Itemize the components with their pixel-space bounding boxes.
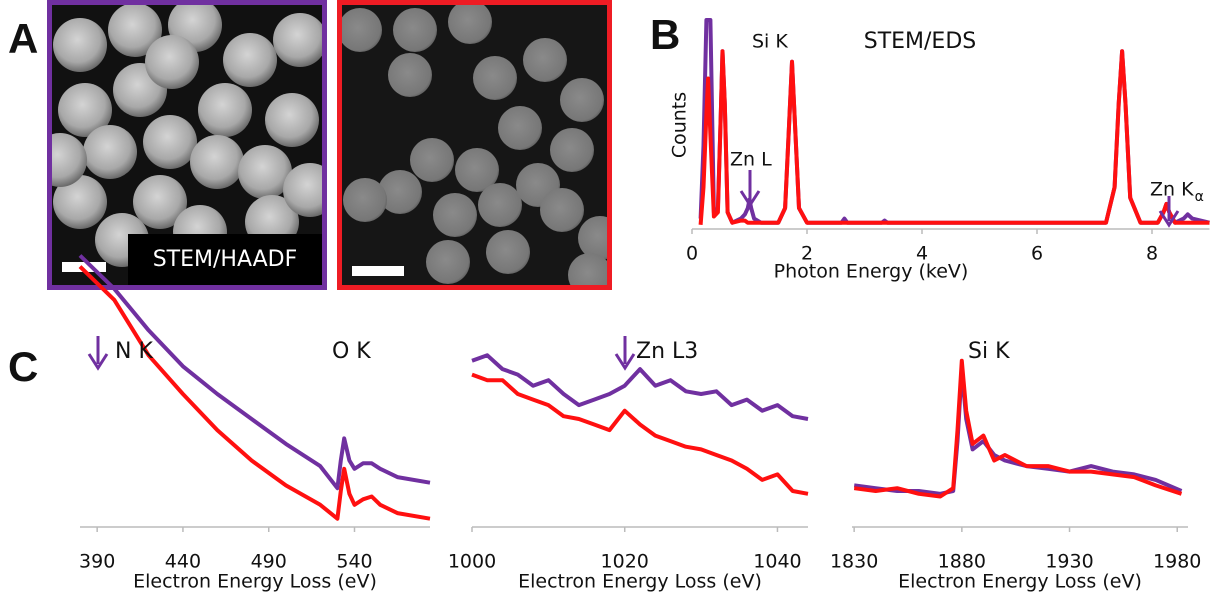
particle [145, 35, 199, 89]
particle [378, 170, 422, 214]
x-axis-label: Electron Energy Loss (eV) [898, 571, 1142, 593]
particle [433, 193, 477, 237]
annotation-subscript: α [1195, 189, 1204, 205]
spectrum [78, 265, 431, 521]
scale-bar [62, 262, 106, 272]
arrow-head [1158, 210, 1180, 228]
x-tick-label: 1830 [830, 551, 878, 573]
spectrum [471, 372, 809, 496]
particle [273, 13, 322, 67]
particle [498, 106, 542, 150]
particle [388, 53, 432, 97]
particle [550, 128, 594, 172]
chart-title: STEM/EDS [864, 29, 977, 54]
particle [473, 56, 517, 100]
x-tick-label: 1980 [1153, 551, 1201, 573]
annotation: Zn L [730, 149, 772, 171]
x-tick-label: 4 [916, 243, 928, 265]
particle [568, 253, 607, 285]
particle [455, 148, 499, 192]
particle [523, 38, 567, 82]
x-tick-label: 540 [336, 551, 372, 573]
arrow-head [739, 190, 761, 208]
annotation: N K [115, 339, 153, 364]
arrow-head [87, 353, 109, 371]
annotation: Zn K [1150, 179, 1194, 201]
x-axis-label: Photon Energy (keV) [774, 261, 969, 283]
particle [198, 83, 252, 137]
particle [478, 183, 522, 227]
x-axis-label: Electron Energy Loss (eV) [133, 571, 377, 593]
particle [426, 240, 470, 284]
annotation: O K [332, 339, 371, 364]
x-tick-label: 440 [165, 551, 201, 573]
panel-label: B [650, 11, 680, 58]
annotation: Zn L3 [636, 339, 698, 364]
particle [223, 33, 277, 87]
x-tick-label: 490 [251, 551, 287, 573]
x-tick-label: 390 [79, 551, 115, 573]
particle [540, 188, 584, 232]
particle [393, 8, 437, 52]
particles [342, 5, 607, 285]
x-tick-label: 1040 [753, 551, 801, 573]
x-tick-label: 1000 [448, 551, 496, 573]
particle [133, 175, 187, 229]
x-axis-label: Electron Energy Loss (eV) [518, 571, 762, 593]
particle [52, 133, 87, 187]
x-tick-label: 2 [801, 243, 813, 265]
particle [190, 135, 244, 189]
particle [343, 178, 387, 222]
annotation: Si K [752, 31, 788, 53]
particle [283, 163, 322, 217]
x-tick-label: 6 [1031, 243, 1043, 265]
scale-bar [352, 266, 404, 276]
spectrum [471, 353, 809, 421]
x-tick-label: 8 [1146, 243, 1158, 265]
x-tick-label: 1880 [938, 551, 986, 573]
panel-label: C [8, 343, 38, 390]
spectrum [698, 49, 1210, 225]
image-label: STEM/HAADF [153, 247, 298, 272]
particle [578, 216, 607, 260]
particle [108, 5, 162, 57]
particle [486, 230, 530, 274]
arrow-head [614, 353, 636, 371]
particle [265, 93, 319, 147]
particles [52, 5, 322, 267]
x-tick-label: 1020 [601, 551, 649, 573]
panel-label: A [8, 15, 38, 62]
spectrum [853, 358, 1183, 499]
particle [83, 125, 137, 179]
particle [58, 83, 112, 137]
label-box [128, 234, 322, 285]
particle [238, 145, 292, 199]
particle [342, 8, 382, 52]
particle [53, 175, 107, 229]
annotation: Si K [968, 339, 1010, 364]
x-tick-label: 0 [686, 243, 698, 265]
particle [143, 115, 197, 169]
particle [53, 18, 107, 72]
y-axis-label: Counts [669, 92, 691, 158]
x-tick-label: 1930 [1045, 551, 1093, 573]
particle [448, 5, 492, 44]
spectrum [78, 254, 431, 491]
particle [560, 78, 604, 122]
particle [410, 138, 454, 182]
spectrum [853, 367, 1183, 496]
